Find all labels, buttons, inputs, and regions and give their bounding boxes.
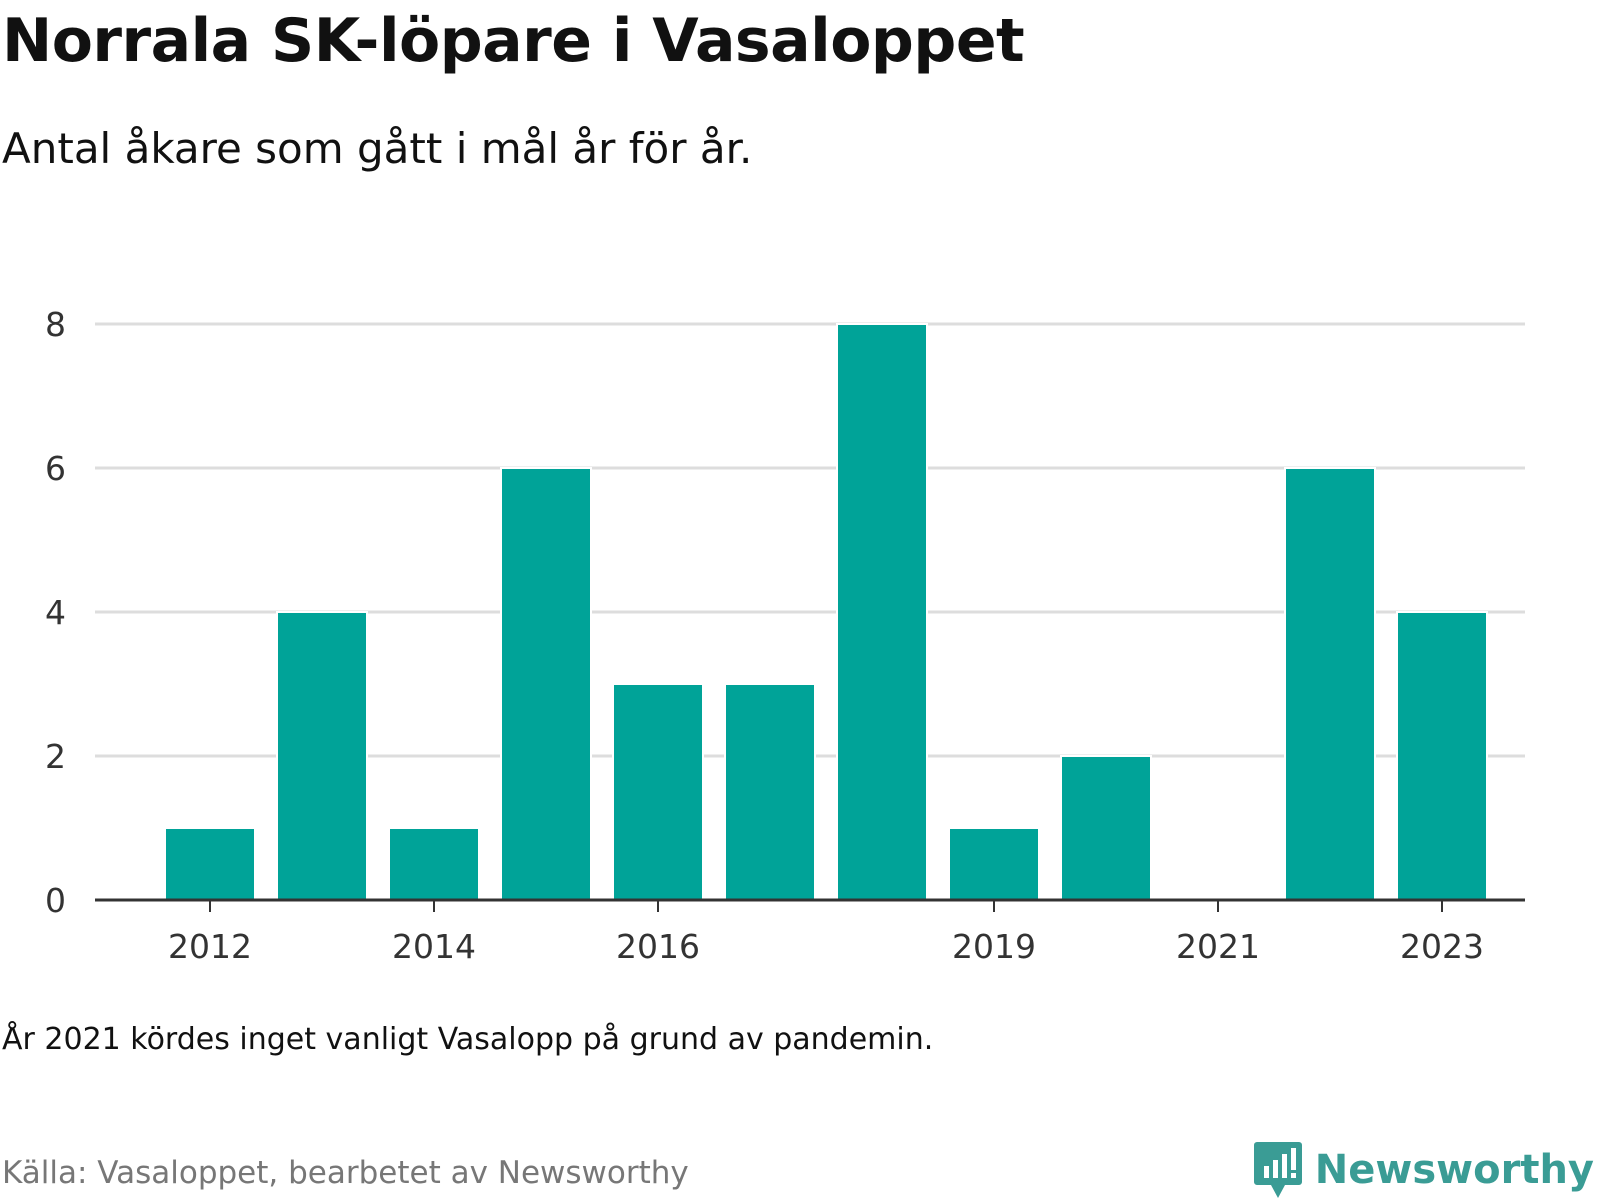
y-tick-label: 4 — [45, 593, 66, 632]
bar-2012 — [164, 827, 256, 901]
bar-2013 — [276, 611, 368, 901]
y-tick-label: 8 — [45, 305, 66, 344]
bar-2014 — [388, 827, 480, 901]
bar-2020 — [1060, 755, 1152, 901]
y-tick-label: 6 — [45, 449, 66, 488]
bar-2018 — [836, 323, 928, 901]
bar-chart: 0 2 4 6 8 2012 2014 2016 2019 2021 2023 — [45, 305, 1525, 966]
x-tick-label: 2014 — [392, 927, 476, 966]
bar-2017 — [724, 683, 816, 901]
bar-2022 — [1284, 467, 1376, 901]
y-tick-label: 2 — [45, 737, 66, 776]
chart-note: År 2021 kördes inget vanligt Vasalopp på… — [2, 1022, 934, 1057]
x-tick-label: 2021 — [1176, 927, 1260, 966]
source-credit: Källa: Vasaloppet, bearbetet av Newswort… — [2, 1155, 689, 1191]
axes: 0 2 4 6 8 2012 2014 2016 2019 2021 2023 — [45, 305, 1525, 966]
x-tick-label: 2012 — [168, 927, 252, 966]
chart-title: Norrala SK-löpare i Vasaloppet — [2, 6, 1025, 76]
x-tick-label: 2023 — [1400, 927, 1484, 966]
brand-name: Newsworthy — [1314, 1147, 1594, 1193]
chart-subtitle: Antal åkare som gått i mål år för år. — [2, 124, 753, 173]
bar-2015 — [500, 467, 592, 901]
bar-2019 — [948, 827, 1040, 901]
y-tick-label: 0 — [45, 881, 66, 920]
bar-2023 — [1396, 611, 1488, 901]
x-tick-label: 2016 — [616, 927, 700, 966]
bar-2016 — [612, 683, 704, 901]
x-tick-label: 2019 — [952, 927, 1036, 966]
newsworthy-logo-icon — [1253, 1142, 1302, 1198]
brand-logo: Newsworthy — [1253, 1140, 1594, 1200]
